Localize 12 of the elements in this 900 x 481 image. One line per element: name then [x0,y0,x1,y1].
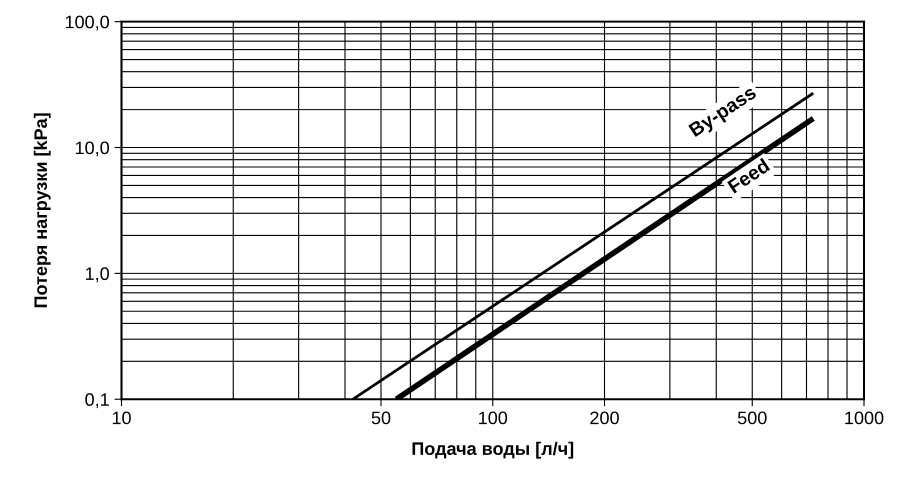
y-axis-title: Потеря нагрузки [kPa] [34,113,51,308]
x-tick-label: 200 [590,412,619,424]
x-axis-title: Подача воды [л/ч] [412,442,574,459]
x-tick-label: 1000 [845,412,884,424]
y-tick-label: 1,0 [86,267,109,282]
x-tick-label: 100 [479,412,508,424]
x-tick-label: 50 [372,412,390,424]
y-tick-label: 10,0 [76,141,109,156]
y-tick-label: 0,1 [85,393,109,408]
x-tick-label: 500 [738,412,767,424]
y-tick-label: 100,0 [66,16,109,30]
x-tick-label: 10 [112,412,131,424]
